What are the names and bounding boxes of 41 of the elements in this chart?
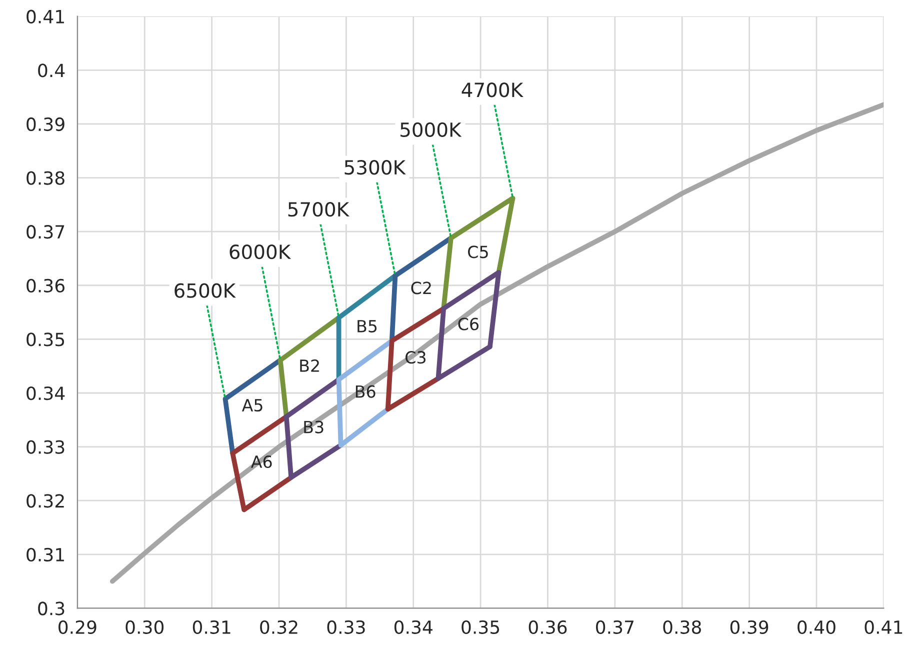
series-label: B5 <box>358 320 377 332</box>
x-tick-label: 0.33 <box>327 620 365 634</box>
series-label: B2 <box>300 359 319 372</box>
y-tick-label: 0.3 <box>38 602 64 616</box>
series-label: B3 <box>304 420 324 434</box>
y-tick-label: 0.31 <box>26 548 64 562</box>
y-tick-label: 0.32 <box>26 494 64 508</box>
y-tick-label: 0.41 <box>26 10 64 24</box>
series-label: B6 <box>356 385 376 398</box>
y-tick-label: 0.4 <box>38 64 65 78</box>
y-tick-label: 0.37 <box>26 225 64 239</box>
y-tick-label: 0.39 <box>26 117 64 132</box>
series-label: A6 <box>250 455 272 468</box>
annotation: 4700K <box>462 82 524 98</box>
x-tick-label: 0.29 <box>58 620 96 634</box>
y-tick-label: 0.38 <box>26 171 64 185</box>
x-tick-label: 0.37 <box>596 620 634 634</box>
series-label: A5 <box>242 399 262 412</box>
annotation: 6000K <box>230 244 292 260</box>
annotation: 6500K <box>174 283 236 298</box>
annotation: 5300K <box>344 160 406 175</box>
x-tick-label: 0.38 <box>663 620 701 634</box>
x-tick-label: 0.34 <box>394 620 432 634</box>
x-tick-label: 0.39 <box>730 620 768 634</box>
x-tick-label: 0.30 <box>126 620 164 634</box>
series-label: C5 <box>468 246 488 258</box>
y-tick-label: 0.35 <box>26 332 64 346</box>
series-label: C6 <box>458 318 479 330</box>
series-label: C2 <box>411 282 431 294</box>
x-tick-label: 0.40 <box>798 620 836 634</box>
x-tick-label: 0.41 <box>864 620 902 634</box>
y-tick-label: 0.34 <box>26 386 65 400</box>
x-tick-label: 0.35 <box>462 620 500 634</box>
y-tick-label: 0.33 <box>26 440 64 454</box>
y-tick-label: 0.36 <box>26 278 64 292</box>
series-label: C3 <box>406 351 426 364</box>
x-tick-label: 0.36 <box>528 620 567 634</box>
annotation: 5700K <box>288 202 350 217</box>
annotation: 5000K <box>400 122 462 138</box>
x-tick-label: 0.32 <box>260 620 298 634</box>
x-tick-label: 0.31 <box>192 620 230 634</box>
